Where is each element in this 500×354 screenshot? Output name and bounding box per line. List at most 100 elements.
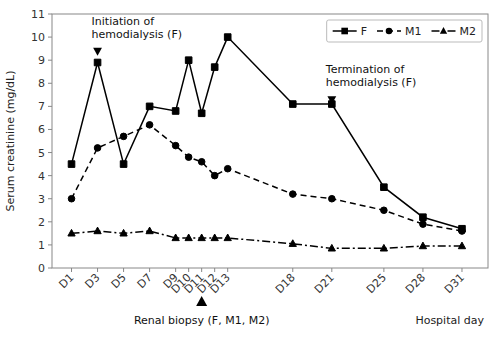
y-tick	[48, 14, 52, 15]
chart: 01234567891011D1D3D5D7D9D10D11D12D13D18D…	[0, 0, 500, 354]
series-marker	[198, 110, 205, 117]
series-marker	[381, 184, 388, 191]
series-marker	[329, 195, 336, 202]
series-marker	[224, 34, 231, 41]
series-marker	[198, 234, 205, 241]
series-marker	[68, 195, 75, 202]
x-tick	[149, 268, 150, 272]
series-marker	[211, 234, 218, 241]
series-marker	[211, 172, 218, 179]
series-marker	[120, 133, 127, 140]
annotation-line: Initiation of	[92, 15, 156, 28]
legend-label: F	[361, 25, 367, 38]
series-marker	[420, 221, 427, 228]
x-axis-label: Hospital day	[415, 314, 484, 327]
y-tick-label: 6	[38, 123, 45, 136]
series-marker	[459, 228, 466, 235]
annotation-arrow	[93, 48, 102, 56]
annotation-text: Initiation ofhemodialysis (F)	[92, 15, 182, 41]
series-marker	[172, 142, 179, 149]
series-marker	[68, 161, 75, 168]
plot-area	[68, 34, 466, 251]
y-tick-label: 5	[38, 147, 45, 160]
y-tick-label: 4	[38, 170, 45, 183]
y-tick	[48, 129, 52, 130]
y-tick	[48, 106, 52, 107]
y-tick-label: 0	[38, 262, 45, 275]
series-marker	[185, 234, 192, 241]
y-tick	[48, 268, 52, 269]
x-tick	[188, 268, 189, 272]
x-tick-label: D21	[312, 271, 337, 296]
x-tick	[331, 268, 332, 272]
annotation-line: Renal biopsy (F, M1, M2)	[134, 314, 270, 327]
series-marker	[172, 234, 179, 241]
background	[0, 0, 500, 354]
x-tick	[292, 268, 293, 272]
series-marker	[68, 229, 75, 236]
series-marker	[380, 244, 387, 251]
legend-label: M1	[405, 25, 422, 38]
series-marker	[94, 59, 101, 66]
y-tick	[48, 198, 52, 199]
x-tick-label: D3	[83, 271, 103, 291]
series-marker	[94, 145, 101, 152]
series-marker	[198, 158, 205, 165]
series-marker	[289, 191, 296, 198]
y-tick	[48, 37, 52, 38]
series-marker	[328, 244, 335, 251]
x-tick-label: D25	[364, 271, 389, 296]
y-tick	[48, 152, 52, 153]
x-tick	[383, 268, 384, 272]
annotation-text: Renal biopsy (F, M1, M2)	[134, 314, 270, 327]
y-tick-label: 9	[38, 54, 45, 67]
y-tick-label: 7	[38, 100, 45, 113]
series-line	[72, 231, 462, 248]
legend-label: M2	[460, 25, 477, 38]
series-marker	[185, 154, 192, 161]
y-tick-label: 8	[38, 77, 45, 90]
x-tick	[422, 268, 423, 272]
y-tick	[48, 221, 52, 222]
x-tick-label: D13	[208, 271, 233, 296]
x-tick	[461, 268, 462, 272]
x-tick-label: D1	[57, 271, 77, 291]
x-tick	[97, 268, 98, 272]
y-tick	[48, 83, 52, 84]
series-marker	[420, 214, 427, 221]
y-tick-label: 10	[31, 31, 45, 44]
y-tick	[48, 175, 52, 176]
x-tick	[227, 268, 228, 272]
legend-marker	[386, 28, 393, 35]
series-marker	[146, 122, 153, 129]
legend: F M1 M2	[327, 20, 482, 42]
series-marker	[120, 229, 127, 236]
x-tick-label: D28	[403, 271, 428, 296]
series-marker	[185, 57, 192, 64]
annotation-line: Termination of	[325, 63, 406, 76]
annotation-line: hemodialysis (F)	[326, 76, 416, 89]
annotation-text: Termination ofhemodialysis (F)	[325, 63, 416, 89]
x-tick	[123, 268, 124, 272]
annotation-arrow	[327, 96, 336, 104]
series-marker	[146, 103, 153, 110]
y-tick-label: 11	[31, 8, 45, 21]
series-marker	[172, 108, 179, 115]
series-marker	[224, 234, 231, 241]
series-marker	[146, 227, 153, 234]
series-marker	[224, 165, 231, 172]
x-tick	[175, 268, 176, 272]
legend-marker	[440, 27, 447, 34]
x-tick	[214, 268, 215, 272]
legend-marker	[341, 28, 348, 35]
series-marker	[94, 227, 101, 234]
x-tick-label: D7	[135, 271, 155, 291]
annotation-arrow	[196, 296, 207, 306]
series-marker	[419, 242, 426, 249]
x-tick	[71, 268, 72, 272]
y-tick-label: 3	[38, 193, 45, 206]
y-tick-label: 2	[38, 216, 45, 229]
series-marker	[289, 101, 296, 108]
series-marker	[120, 161, 127, 168]
x-tick-label: D18	[273, 271, 298, 296]
